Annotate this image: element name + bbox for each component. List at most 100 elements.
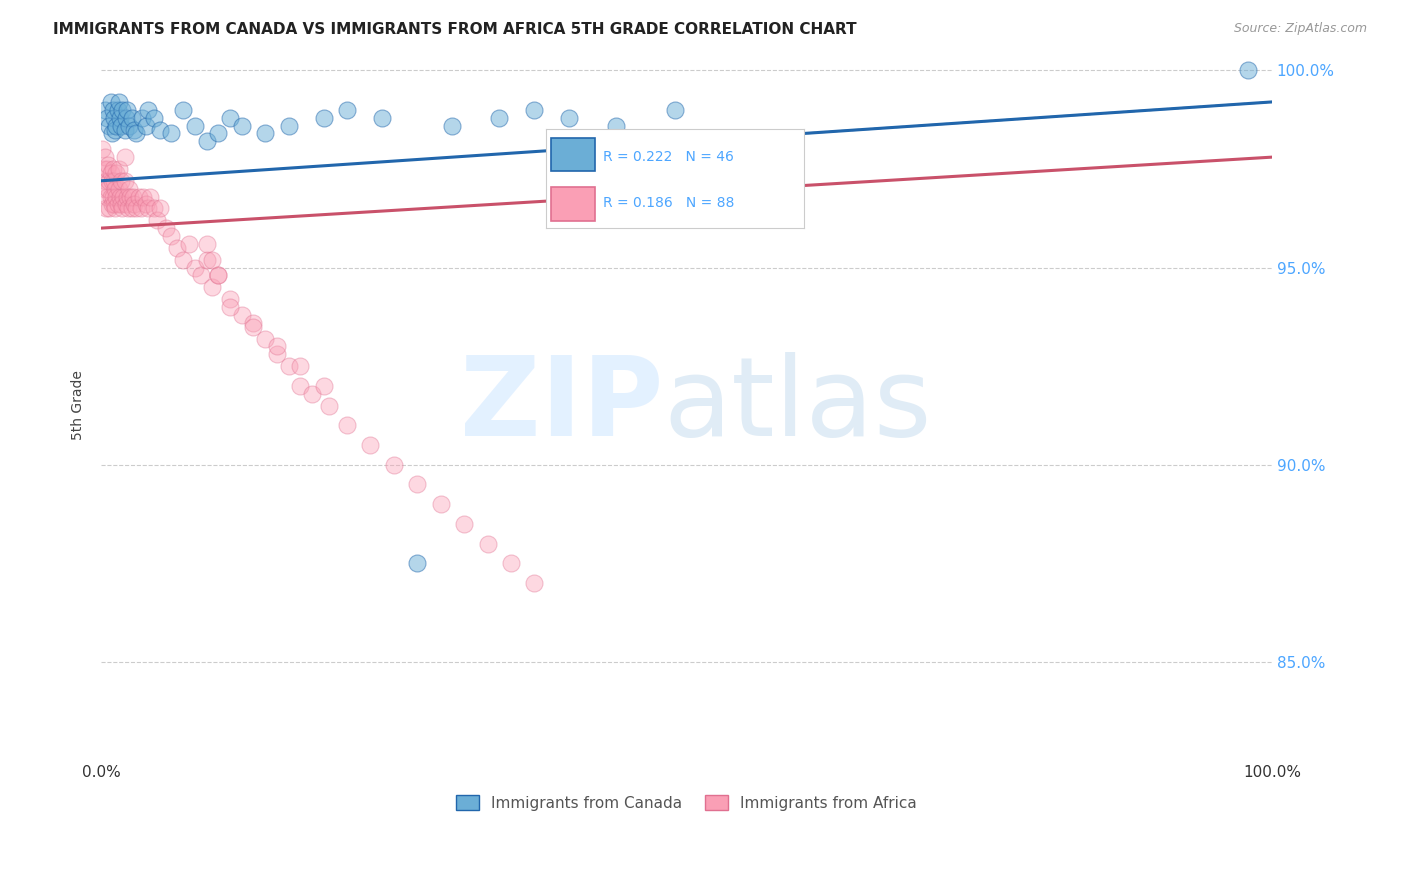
Point [114, 150, 136, 164]
Point [96, 189, 118, 203]
Point [172, 103, 194, 117]
Point [139, 189, 162, 203]
Point [488, 111, 510, 125]
Point [105, 119, 128, 133]
Point [110, 119, 132, 133]
Point [94, 202, 117, 216]
Point [371, 111, 394, 125]
Point [125, 202, 148, 216]
Point [149, 202, 172, 216]
Point [184, 260, 207, 275]
Point [142, 111, 165, 125]
Point [172, 252, 194, 267]
Point [219, 300, 242, 314]
Point [115, 103, 138, 117]
Point [207, 268, 229, 283]
Y-axis label: 5th Grade: 5th Grade [72, 370, 86, 441]
Point [406, 477, 429, 491]
Point [359, 438, 381, 452]
Point [429, 497, 451, 511]
Point [100, 197, 122, 211]
Point [149, 122, 172, 136]
Point [177, 236, 200, 251]
Point [558, 111, 581, 125]
Point [290, 379, 312, 393]
Point [107, 95, 129, 109]
Text: IMMIGRANTS FROM CANADA VS IMMIGRANTS FROM AFRICA 5TH GRADE CORRELATION CHART: IMMIGRANTS FROM CANADA VS IMMIGRANTS FRO… [53, 22, 858, 37]
Point [108, 189, 131, 203]
Point [112, 189, 135, 203]
Point [336, 103, 359, 117]
Point [114, 197, 136, 211]
Point [290, 359, 312, 373]
Point [100, 166, 122, 180]
Point [242, 319, 264, 334]
Point [104, 182, 127, 196]
Point [103, 111, 125, 125]
Point [93, 150, 115, 164]
Point [135, 119, 157, 133]
Point [96, 111, 118, 125]
Point [122, 197, 145, 211]
Point [312, 379, 335, 393]
Point [101, 103, 124, 117]
Point [242, 316, 264, 330]
Point [103, 174, 125, 188]
Point [477, 536, 499, 550]
Point [231, 119, 253, 133]
Text: Source: ZipAtlas.com: Source: ZipAtlas.com [1233, 22, 1367, 36]
Point [93, 161, 115, 176]
Point [91, 142, 114, 156]
Point [100, 95, 122, 109]
Point [441, 119, 464, 133]
Point [121, 202, 143, 216]
Point [118, 182, 141, 196]
Point [207, 127, 229, 141]
Point [120, 189, 142, 203]
Point [664, 103, 686, 117]
Point [266, 347, 288, 361]
Legend: Immigrants from Canada, Immigrants from Africa: Immigrants from Canada, Immigrants from … [450, 789, 924, 816]
Point [131, 111, 153, 125]
Point [1237, 63, 1260, 78]
Point [114, 111, 136, 125]
Point [128, 189, 150, 203]
Text: ZIP: ZIP [460, 352, 664, 459]
Point [121, 189, 143, 203]
Point [266, 339, 288, 353]
Point [105, 166, 128, 180]
Point [195, 236, 218, 251]
Point [406, 556, 429, 570]
Point [219, 111, 242, 125]
Point [121, 111, 143, 125]
Point [155, 221, 177, 235]
Point [523, 103, 546, 117]
Point [277, 359, 299, 373]
Point [93, 182, 115, 196]
Point [101, 189, 124, 203]
Point [117, 202, 139, 216]
Point [605, 119, 627, 133]
Point [132, 189, 155, 203]
Point [104, 202, 127, 216]
Point [146, 213, 169, 227]
Point [101, 161, 124, 176]
Point [107, 103, 129, 117]
Point [136, 103, 159, 117]
Point [100, 174, 122, 188]
Point [93, 103, 115, 117]
Point [453, 516, 475, 531]
Point [301, 386, 323, 401]
Point [100, 189, 122, 203]
Point [166, 241, 188, 255]
Point [136, 202, 159, 216]
Point [107, 197, 129, 211]
Point [125, 127, 148, 141]
Point [114, 122, 136, 136]
Point [97, 158, 120, 172]
Point [98, 174, 121, 188]
Point [382, 458, 405, 472]
Point [98, 202, 121, 216]
Point [118, 119, 141, 133]
Point [114, 174, 136, 188]
